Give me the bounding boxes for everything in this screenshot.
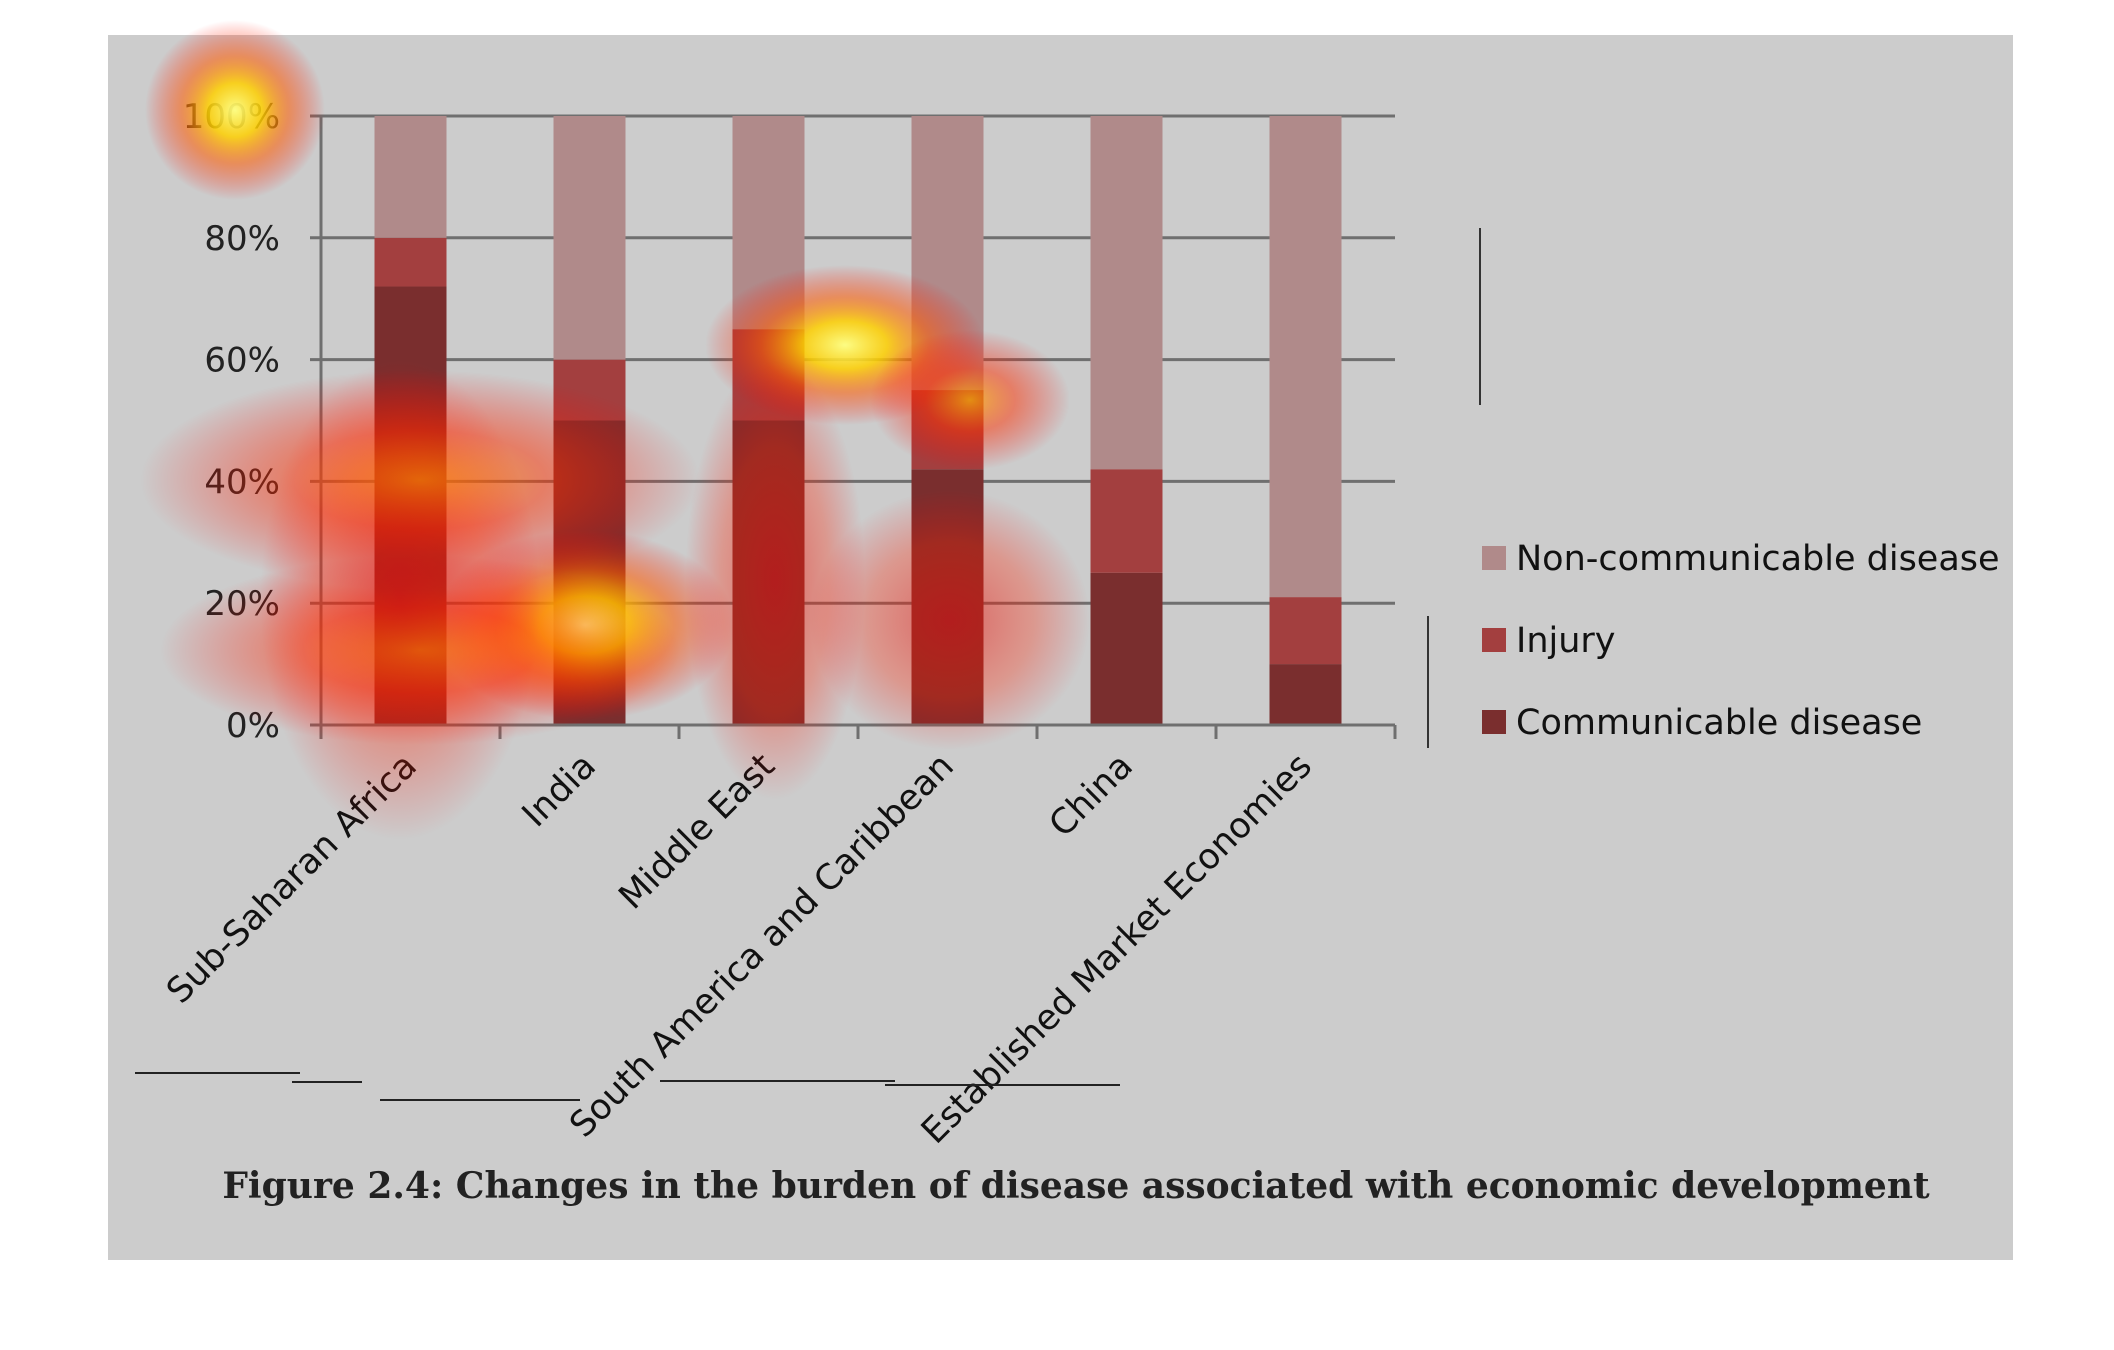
heatmap-blob	[145, 20, 325, 200]
legend-swatch-injury	[1482, 628, 1506, 652]
bar-communicable-disease-established-market-economies	[1269, 664, 1342, 725]
heatmap-blob	[810, 490, 1090, 750]
y-tick-label: 60%	[204, 341, 280, 381]
legend: Non-communicable disease Injury Communicab…	[1482, 539, 2000, 743]
legend-label-non-communicable-disease: Non-communicable disease	[1516, 539, 2000, 579]
decorative-lines	[135, 228, 1481, 1101]
heatmap-blob	[685, 360, 865, 800]
heatmap-blob	[870, 330, 1070, 470]
legend-label-communicable-disease: Communicable disease	[1516, 703, 1922, 743]
bar-non-communicable-disease-established-market-economies	[1269, 116, 1342, 598]
legend-swatch-communicable-disease	[1482, 710, 1506, 734]
bar-communicable-disease-china	[1090, 572, 1163, 725]
heatmap-overlay	[140, 20, 1090, 840]
figure-caption: Figure 2.4: Changes in the burden of dis…	[222, 1165, 1930, 1207]
legend-label-injury: Injury	[1516, 621, 1616, 661]
bar-non-communicable-disease-china	[1090, 116, 1163, 470]
bar-non-communicable-disease-sub-saharan-africa	[374, 116, 447, 238]
bar-non-communicable-disease-india	[553, 116, 626, 360]
bar-injury-established-market-economies	[1269, 597, 1342, 665]
legend-swatch-non-communicable-disease	[1482, 546, 1506, 570]
y-tick-label: 80%	[204, 219, 280, 259]
bar-injury-sub-saharan-africa	[374, 237, 447, 287]
heatmap-blob	[260, 360, 540, 840]
bar-injury-china	[1090, 469, 1163, 573]
